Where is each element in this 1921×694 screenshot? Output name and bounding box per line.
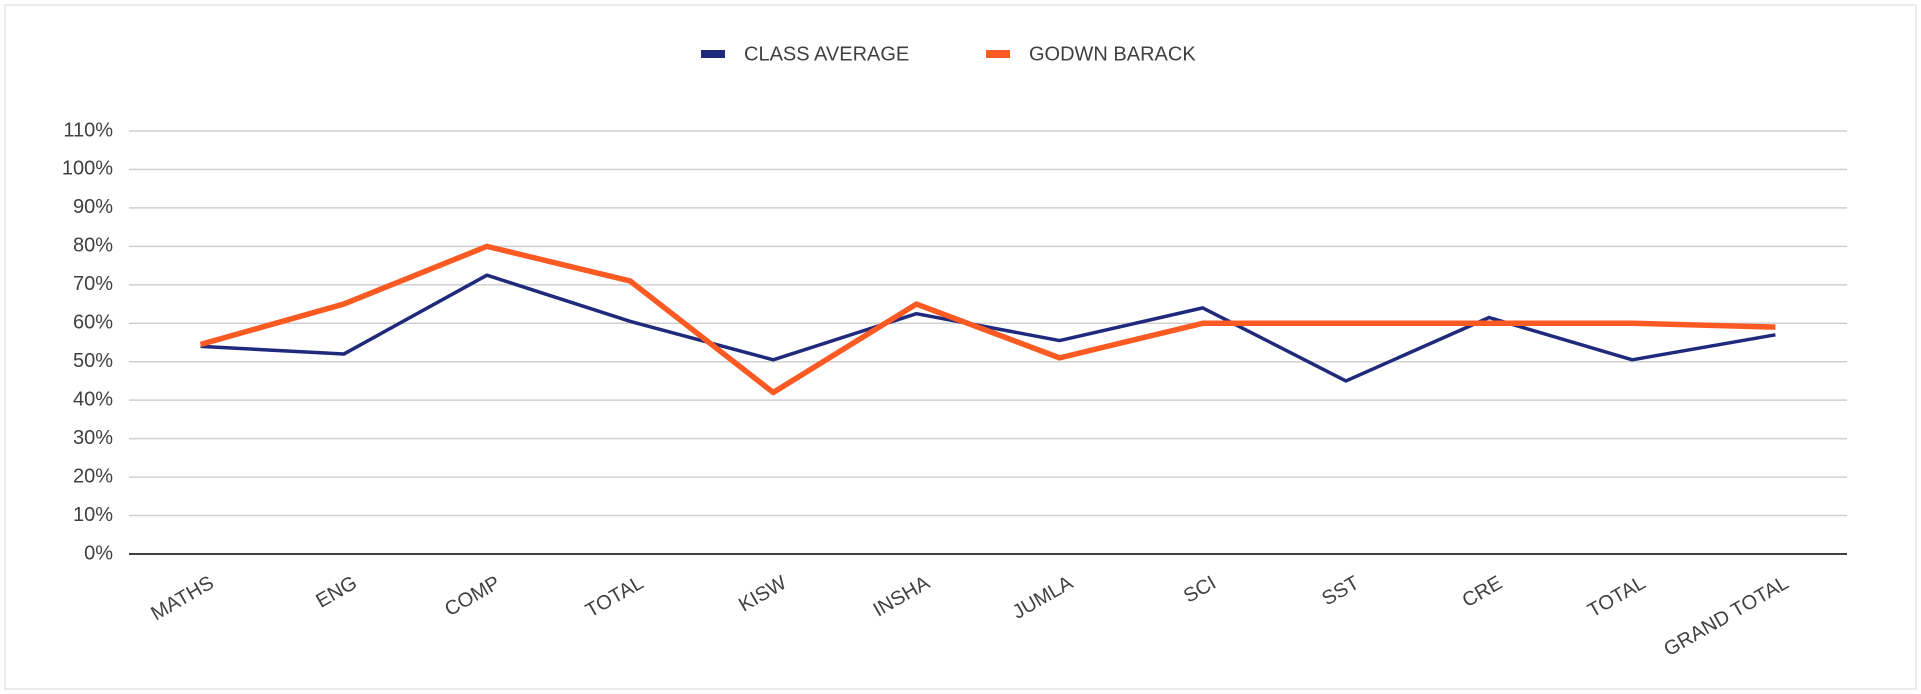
y-tick-label: 30% — [73, 427, 113, 449]
legend-label: GODWN BARACK — [1029, 43, 1196, 65]
legend-swatch — [701, 50, 725, 58]
y-tick-label: 100% — [62, 158, 113, 180]
y-tick-label: 70% — [73, 273, 113, 295]
legend-label: CLASS AVERAGE — [744, 43, 909, 65]
chart-border — [4, 4, 1917, 690]
y-tick-label: 10% — [73, 504, 113, 526]
y-tick-label: 20% — [73, 465, 113, 487]
y-tick-label: 110% — [63, 119, 113, 141]
legend-swatch — [986, 50, 1010, 58]
y-tick-label: 80% — [73, 235, 113, 257]
y-tick-label: 40% — [73, 388, 113, 410]
y-tick-label: 90% — [73, 196, 113, 218]
y-tick-label: 60% — [73, 312, 113, 334]
series-line — [199, 243, 1776, 396]
y-tick-label: 50% — [73, 350, 113, 372]
y-tick-label: 0% — [84, 542, 113, 564]
